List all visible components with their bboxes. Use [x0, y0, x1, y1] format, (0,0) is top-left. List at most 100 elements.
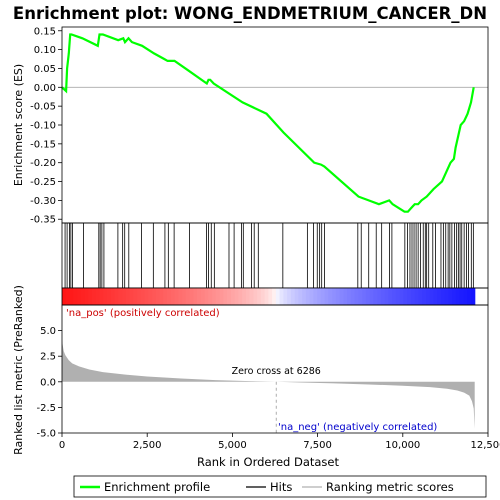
es-y-tick-label: -0.30	[30, 196, 56, 207]
color-bar-cell	[159, 288, 164, 305]
legend-ranking-label: Ranking metric scores	[326, 480, 454, 494]
color-bar-cell	[242, 288, 247, 305]
es-y-tick-label: -0.10	[30, 121, 56, 132]
color-bar-cell	[403, 288, 408, 305]
color-bar-cell	[167, 288, 172, 305]
color-bar-cell	[264, 288, 269, 305]
color-bar-cell	[84, 288, 89, 305]
color-bar-cell	[114, 288, 119, 305]
color-bar-cell	[249, 288, 254, 305]
color-bar-cell	[425, 288, 431, 305]
color-bar-cell	[152, 288, 157, 305]
es-y-tick-label: 0.15	[34, 26, 56, 37]
color-bar-cell	[80, 288, 86, 305]
color-bar-cell	[414, 288, 420, 305]
color-bar-cell	[257, 288, 262, 305]
color-bar-cell	[320, 288, 326, 305]
color-bar-cell	[178, 288, 183, 305]
color-bar-cell	[407, 288, 412, 305]
color-bar-cell	[343, 288, 348, 305]
color-bar-cell	[200, 288, 206, 305]
color-bar-cell	[463, 288, 468, 305]
color-bar-cell	[302, 288, 307, 305]
ranking-panel: 5.0 2.5 0.0 -2.5 -5.0 'na_pos' (positively c…	[12, 285, 489, 455]
color-bar-cell	[384, 288, 390, 305]
color-bar-cell	[197, 288, 202, 305]
color-bar-cell	[422, 288, 427, 305]
color-bar-cell	[107, 288, 112, 305]
color-bar-cell	[185, 288, 191, 305]
color-bar-cell	[215, 288, 221, 305]
color-bar-cell	[287, 288, 292, 305]
color-bar-cell	[380, 288, 386, 305]
es-y-tick-label: -0.20	[30, 158, 56, 169]
color-bar-cell	[77, 288, 82, 305]
color-bar-cell	[144, 288, 149, 305]
color-bar-cell	[294, 288, 299, 305]
color-bar-cell	[253, 288, 258, 305]
es-y-tick-label: 0.00	[34, 83, 56, 94]
color-bar-cell	[73, 288, 78, 305]
ranking-panel-frame	[61, 304, 489, 434]
color-bar-cell	[163, 288, 168, 305]
zero-cross-label: Zero cross at 6286	[232, 366, 321, 377]
legend: Enrichment profile Hits Ranking metric s…	[73, 475, 487, 498]
color-bar-cell	[388, 288, 393, 305]
color-bar-cell	[260, 288, 266, 305]
color-bar-cell	[410, 288, 416, 305]
x-tick-label: 2,500	[133, 440, 162, 451]
x-tick-label: 10,000	[385, 440, 420, 451]
color-bar-cell	[328, 288, 333, 305]
positive-correlation-label: 'na_pos' (positively correlated)	[66, 308, 220, 319]
color-bar-cell	[268, 288, 273, 305]
es-axis-label: Enrichment score (ES)	[12, 64, 25, 186]
ranking-y-axis: 5.0 2.5 0.0 -2.5 -5.0	[36, 326, 62, 440]
ranking-y-tick-label: -5.0	[36, 429, 56, 440]
color-bar-cell	[429, 288, 435, 305]
x-axis: 0 2,500 5,000 7,500 10,000 12,500	[59, 433, 500, 451]
color-bar-cell	[354, 288, 359, 305]
color-bar-cell	[373, 288, 378, 305]
color-bar	[62, 288, 476, 305]
color-bar-cell	[92, 288, 97, 305]
color-bar-cell	[193, 288, 198, 305]
color-bar-cell	[332, 288, 337, 305]
color-bar-cell	[219, 288, 224, 305]
color-bar-cell	[444, 288, 450, 305]
x-axis-label: Rank in Ordered Dataset	[197, 455, 340, 469]
color-bar-panel	[61, 287, 489, 306]
legend-box	[73, 475, 487, 498]
color-bar-cell	[437, 288, 442, 305]
color-bar-cell	[65, 288, 71, 305]
color-bar-cell	[148, 288, 153, 305]
color-bar-cell	[170, 288, 176, 305]
color-bar-cell	[204, 288, 209, 305]
color-bar-cell	[182, 288, 187, 305]
color-bar-cell	[433, 288, 438, 305]
color-bar-cell	[272, 288, 277, 305]
ranking-y-tick-label: 0.0	[40, 377, 56, 388]
color-bar-cell	[418, 288, 423, 305]
chart-title: Enrichment plot: WONG_ENDMETRIUM_CANCER_…	[13, 4, 487, 23]
enrichment-profile-line	[61, 33, 475, 213]
color-bar-cell	[298, 288, 303, 305]
color-bar-cell	[212, 288, 217, 305]
color-bar-cell	[230, 288, 236, 305]
color-bar-cell	[459, 288, 465, 305]
es-panel: 0.15 0.10 0.05 0.00 -0.05 -0.10 -0.15 -0.20 -0.2…	[12, 26, 489, 226]
color-bar-cell	[335, 288, 341, 305]
color-bar-cell	[122, 288, 127, 305]
es-y-tick-label: 0.10	[34, 45, 56, 56]
color-bar-cell	[223, 288, 228, 305]
color-bar-cell	[347, 288, 352, 305]
color-bar-cell	[324, 288, 329, 305]
es-y-tick-label: -0.25	[30, 177, 56, 188]
x-tick-label: 7,500	[303, 440, 332, 451]
color-bar-cell	[227, 288, 232, 305]
color-bar-cell	[305, 288, 311, 305]
color-bar-cell	[245, 288, 251, 305]
color-bar-cell	[69, 288, 74, 305]
color-bar-cell	[62, 288, 67, 305]
color-bar-cell	[392, 288, 397, 305]
